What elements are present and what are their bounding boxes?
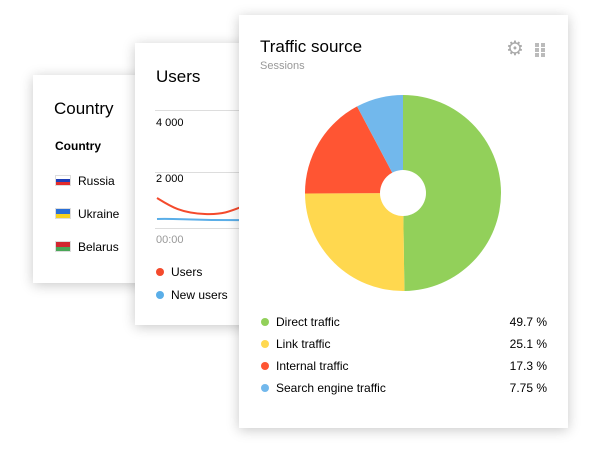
x-axis: [155, 228, 265, 229]
legend-label: Direct traffic: [276, 315, 340, 329]
legend-label: Users: [171, 265, 203, 279]
legend-dot: [261, 384, 269, 392]
flag-icon: [55, 208, 71, 219]
legend-value: 25.1 %: [509, 337, 547, 351]
legend-label: Link traffic: [276, 337, 331, 351]
legend-dot: [261, 362, 269, 370]
x-tick: 00:00: [156, 234, 184, 246]
pie-chart: [305, 95, 501, 291]
gridline: [155, 110, 265, 111]
country-card-title: Country: [54, 99, 114, 118]
legend-dot: [261, 340, 269, 348]
legend-value: 17.3 %: [509, 359, 547, 373]
legend-label: Internal traffic: [276, 359, 349, 373]
pie-slice-internal-traffic: [305, 106, 403, 194]
y-tick: 4 000: [156, 117, 184, 129]
legend-dot: [156, 268, 164, 276]
users-card-title: Users: [156, 67, 201, 86]
country-name: Ukraine: [78, 207, 120, 221]
traffic-legend-row: Search engine traffic 7.75 %: [261, 381, 547, 395]
legend-dot: [261, 318, 269, 326]
traffic-card-title: Traffic source: [260, 37, 363, 56]
drag-handle-icon[interactable]: [534, 42, 546, 58]
country-name: Belarus: [78, 240, 119, 254]
flag-icon: [55, 175, 71, 186]
legend-new-users: New users: [156, 288, 228, 302]
traffic-legend-row: Direct traffic 49.7 %: [261, 315, 547, 329]
country-name: Russia: [78, 174, 115, 188]
gear-icon[interactable]: ⚙: [506, 38, 524, 60]
y-tick: 2 000: [156, 173, 184, 185]
pie-slice-direct-traffic: [403, 95, 501, 291]
traffic-card-subtitle: Sessions: [260, 60, 305, 72]
country-column-header: Country: [55, 139, 101, 153]
traffic-source-card: Traffic source Sessions ⚙ Direct traffic…: [239, 15, 568, 428]
legend-value: 7.75 %: [509, 381, 547, 395]
traffic-legend-row: Internal traffic 17.3 %: [261, 359, 547, 373]
legend-label: Search engine traffic: [276, 381, 386, 395]
pie-slice-search-engine-traffic: [357, 95, 403, 193]
pie-slice-link-traffic: [305, 193, 405, 291]
legend-value: 49.7 %: [509, 315, 547, 329]
traffic-legend-row: Link traffic 25.1 %: [261, 337, 547, 351]
legend-dot: [156, 291, 164, 299]
legend-label: New users: [171, 288, 228, 302]
gridline: [155, 172, 265, 173]
flag-icon: [55, 241, 71, 252]
donut-hole: [380, 170, 426, 216]
legend-users: Users: [156, 265, 202, 279]
